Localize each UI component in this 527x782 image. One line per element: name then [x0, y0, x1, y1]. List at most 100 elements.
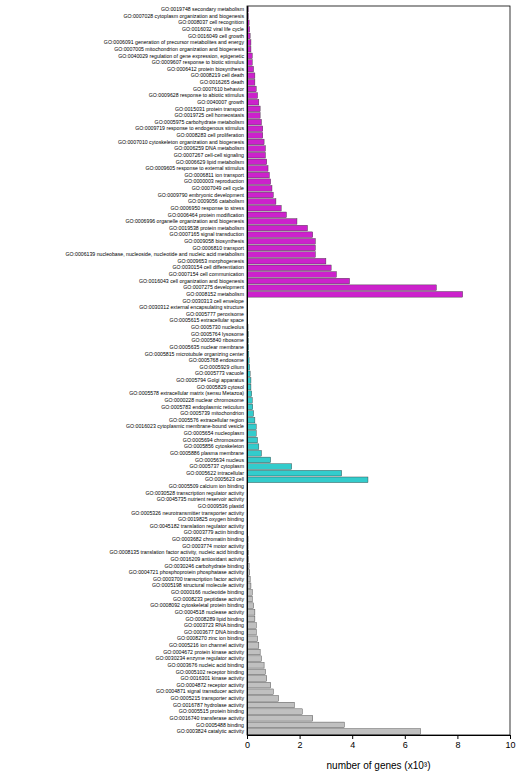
bar: [247, 179, 271, 185]
bar: [247, 689, 273, 695]
y-tick-label: GO:0005326 neurotransmitter transporter …: [131, 510, 244, 516]
y-tick-label: GO:0005773 vacuole: [195, 370, 244, 376]
y-tick-label: GO:0005102 receptor binding: [176, 669, 244, 675]
y-tick: GO:0005773 vacuole: [195, 370, 247, 376]
bar: [247, 212, 286, 218]
y-tick-label: GO:0045735 nutrient reservoir activity: [157, 496, 245, 502]
y-tick-label: GO:0009653 morphogenesis: [177, 258, 244, 264]
y-tick-label: GO:0006412 protein biosynthesis: [167, 66, 244, 72]
y-tick: GO:0030528 transcription regulator activ…: [145, 490, 247, 496]
x-axis: 0246810: [245, 735, 516, 750]
y-tick: GO:0040029 regulation of gene expression…: [118, 53, 247, 59]
bar: [247, 431, 256, 437]
y-tick: GO:0009607 response to biotic stimulus: [152, 59, 247, 65]
y-tick: GO:0030154 cell differentiation: [173, 264, 247, 270]
y-tick-label: GO:0003779 actin binding: [184, 529, 244, 535]
y-tick-label: GO:0003700 transcription factor activity: [153, 576, 245, 582]
y-tick: GO:0019748 secondary metabolism: [161, 6, 247, 12]
y-tick: GO:0008092 cytoskeletal protein binding: [150, 602, 247, 608]
y-tick-label: GO:0040029 regulation of gene expression…: [118, 53, 244, 59]
y-tick: GO:0030234 enzyme regulator activity: [155, 655, 247, 661]
y-tick-label: GO:0005634 nucleus: [195, 457, 244, 463]
x-tick-mark: [300, 735, 301, 739]
y-tick-label: GO:0005783 endoplasmic reticulum: [161, 404, 244, 410]
y-tick: GO:0009536 plastid: [198, 503, 247, 509]
bar: [247, 669, 265, 675]
y-tick: GO:0003779 actin binding: [184, 529, 247, 535]
y-tick-label: GO:0005488 binding: [196, 722, 244, 728]
bar: [247, 172, 269, 178]
y-tick-label: GO:0008270 zinc ion binding: [177, 635, 244, 641]
y-tick: GO:0007610 behavior: [193, 86, 247, 92]
y-tick: GO:0009790 embryonic development: [158, 192, 247, 198]
x-tick-label: 4: [350, 740, 355, 750]
y-tick-label: GO:0005794 Golgi apparatus: [176, 377, 244, 383]
y-tick-label: GO:0005768 endosome: [189, 357, 244, 363]
y-tick: GO:0003774 motor activity: [182, 543, 247, 549]
y-tick-label: GO:0005730 nucleolus: [191, 324, 244, 330]
y-tick-label: GO:0030313 cell envelope: [183, 298, 245, 304]
y-tick-label: GO:0005840 ribosome: [192, 337, 245, 343]
y-tick-label: GO:0006950 response to stress: [170, 205, 244, 211]
y-tick: GO:0008135 translation factor activity, …: [109, 549, 247, 555]
y-tick: GO:0005783 endoplasmic reticulum: [161, 404, 247, 410]
y-tick-label: GO:0005815 microtubule organizing center: [145, 351, 244, 357]
y-tick: GO:0007275 development: [183, 284, 247, 290]
x-tick-label: 8: [455, 740, 460, 750]
y-tick: GO:0005840 ribosome: [192, 337, 247, 343]
y-tick-label: GO:0019538 protein metabolism: [169, 225, 244, 231]
y-tick-label: GO:0005886 plasma membrane: [170, 450, 244, 456]
y-tick-label: GO:0003824 catalytic activity: [177, 728, 245, 734]
y-tick: GO:0005615 extracellular space: [170, 317, 247, 323]
bar: [247, 86, 256, 92]
x-tick: 8: [455, 735, 460, 750]
y-tick-label: GO:0007267 cell-cell signaling: [174, 152, 244, 158]
y-tick: GO:0030313 cell envelope: [183, 298, 247, 304]
y-tick-label: GO:0009605 response to external stimulus: [145, 165, 244, 171]
bar: [247, 278, 350, 284]
y-tick: GO:0005975 carbohydrate metabolism: [155, 119, 247, 125]
y-tick: GO:0007028 cytoplasm organization and bi…: [123, 13, 247, 19]
y-tick: GO:0005216 ion channel activity: [169, 642, 247, 648]
y-tick: GO:0016301 kinase activity: [181, 675, 247, 681]
y-tick-label: GO:0006464 protein modification: [168, 211, 244, 217]
bar: [247, 616, 255, 622]
x-tick: 2: [298, 735, 303, 750]
bar: [247, 285, 436, 291]
y-tick-label: GO:0008135 translation factor activity, …: [109, 549, 244, 555]
y-tick: GO:0007049 cell cycle: [192, 185, 247, 191]
y-tick-label: GO:0015031 protein transport: [175, 106, 244, 112]
bar: [247, 106, 260, 112]
y-tick-label: GO:0004871 signal transducer activity: [156, 688, 244, 694]
y-tick: GO:0009058 biosynthesis: [184, 238, 247, 244]
y-axis-line: [247, 7, 248, 736]
y-tick-label: GO:0008037 cell recognition: [178, 19, 244, 25]
y-tick-label: GO:0005654 nucleoplasm: [184, 430, 244, 436]
y-tick: GO:0005777 peroxisome: [186, 311, 247, 317]
y-tick-label: GO:0016301 kinase activity: [181, 675, 245, 681]
y-tick: GO:0005764 lysosome: [191, 331, 247, 337]
bar: [247, 722, 344, 728]
y-tick-label: GO:0005578 extracellular matrix (sensu M…: [129, 390, 244, 396]
bar: [247, 450, 261, 456]
x-tick-mark: [457, 735, 458, 739]
y-tick: GO:0003677 DNA binding: [184, 629, 247, 635]
plot-frame: [247, 6, 510, 735]
y-tick-label: GO:0005856 cytoskeleton: [184, 443, 244, 449]
y-tick-label: GO:0005929 cilium: [200, 364, 244, 370]
y-tick-label: GO:0000228 nuclear chromosome: [164, 397, 244, 403]
y-tick-label: GO:0030312 external encapsulating struct…: [139, 304, 244, 310]
y-tick: GO:0019725 cell homeostasis: [175, 112, 248, 118]
y-tick: GO:0005576 extracellular region: [169, 417, 247, 423]
y-tick: GO:0008283 cell proliferation: [177, 132, 247, 138]
y-tick: GO:0030246 carbohydrate binding: [164, 563, 247, 569]
y-tick-label: GO:0019748 secondary metabolism: [161, 6, 244, 12]
y-tick: GO:0005488 binding: [196, 722, 247, 728]
y-tick: GO:0005886 plasma membrane: [170, 450, 247, 456]
x-tick-label: 2: [298, 740, 303, 750]
y-tick-label: GO:0006810 transport: [192, 245, 244, 251]
bar: [247, 676, 267, 682]
y-tick: GO:0003682 chromatin binding: [172, 536, 247, 542]
y-tick: GO:0005215 transporter activity: [170, 695, 247, 701]
y-tick: GO:0008219 cell death: [191, 72, 247, 78]
